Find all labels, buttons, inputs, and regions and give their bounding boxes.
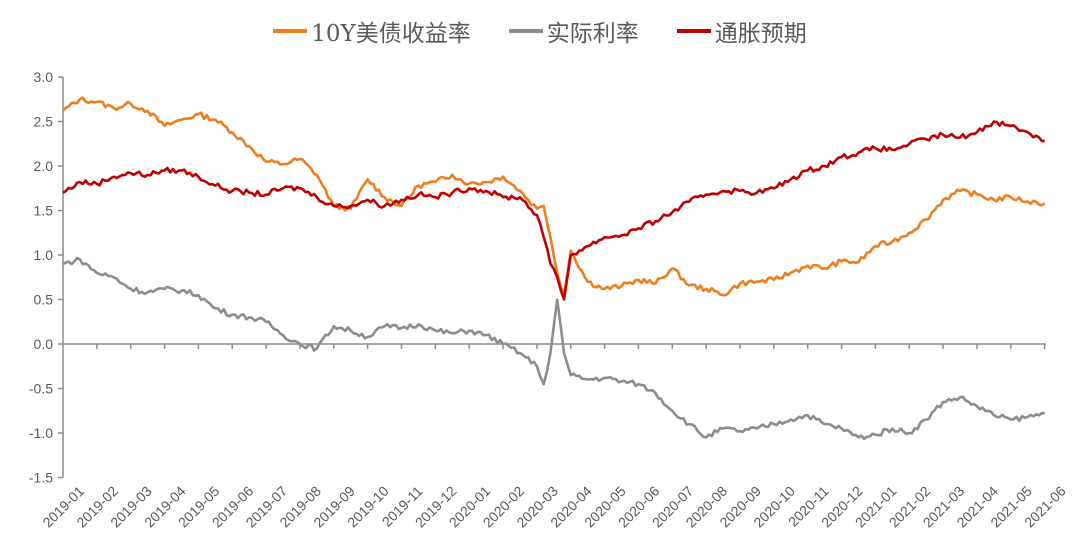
legend-swatch-red-icon [676,29,711,33]
chart-axes [58,76,1046,479]
series-line [62,256,1045,441]
y-tick-label: 1.0 [34,247,54,263]
y-tick-label: 0.0 [34,336,54,352]
series-line [62,120,1045,301]
y-tick-label: 2.5 [34,114,54,130]
legend-item-inflation-expectation: 通胀预期 [676,14,807,48]
axis-labels: 3.02.52.01.51.00.50.0-0.5-1.0-1.52019-01… [29,69,1069,530]
legend-item-real-rate: 实际利率 [508,14,639,48]
chart-legend: 10Y美债收益率 实际利率 通胀预期 [0,14,1080,48]
y-tick-label: -1.0 [29,425,53,441]
y-tick-label: 3.0 [34,69,54,85]
series-line [62,96,1046,297]
y-tick-label: 2.0 [34,158,54,174]
legend-label: 10Y美债收益率 [311,21,471,47]
legend-item-10y-yield: 10Y美债收益率 [273,14,471,48]
legend-swatch-gray-icon [508,29,543,33]
legend-label: 通胀预期 [714,21,807,47]
y-tick-label: -1.5 [29,470,53,486]
y-tick-label: -0.5 [29,381,53,397]
legend-swatch-orange-icon [273,29,308,33]
y-tick-label: 1.5 [34,203,54,219]
y-tick-label: 0.5 [34,292,54,308]
chart-series [62,96,1046,441]
legend-label: 实际利率 [546,21,639,47]
